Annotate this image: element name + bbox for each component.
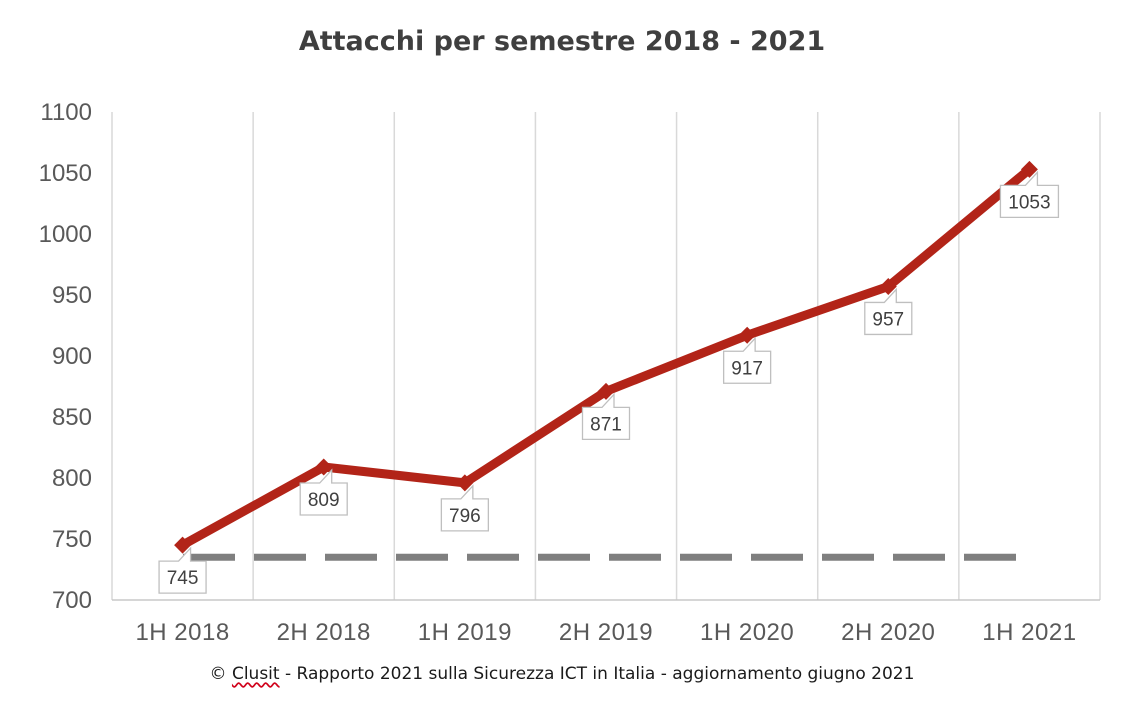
data-label-text: 745 (167, 568, 199, 589)
data-label-text: 917 (731, 358, 763, 379)
data-label-callout (864, 287, 913, 336)
footer-text: - Rapporto 2021 sulla Sicurezza ICT in I… (279, 664, 915, 684)
data-label-text: 871 (590, 414, 622, 435)
data-label-callout (999, 170, 1060, 218)
y-tick-label: 850 (52, 404, 92, 431)
copyright-symbol: © (209, 664, 227, 684)
data-point-marker (174, 536, 192, 554)
data-label-callout (158, 546, 207, 594)
x-tick-label: 2H 2020 (841, 619, 935, 646)
y-tick-label: 700 (52, 587, 92, 614)
chart-title: Attacchi per semestre 2018 - 2021 (298, 26, 826, 57)
y-tick-label: 900 (52, 343, 92, 370)
y-tick-label: 1100 (40, 99, 92, 126)
data-label-callout (440, 484, 490, 532)
y-tick-label: 950 (52, 282, 92, 309)
data-label: 957 (864, 287, 913, 336)
data-label-text: 809 (308, 490, 340, 511)
x-tick-label: 2H 2018 (277, 619, 371, 646)
footer-credit: © Clusit - Rapporto 2021 sulla Sicurezza… (0, 664, 1124, 684)
x-tick-label: 1H 2019 (418, 619, 512, 646)
data-label: 871 (581, 392, 631, 441)
grid-lines (111, 112, 1101, 600)
x-tick-label: 1H 2021 (982, 619, 1076, 646)
data-point-marker (879, 277, 897, 295)
data-point-marker (738, 326, 756, 344)
data-label: 796 (440, 484, 490, 532)
y-tick-label: 750 (52, 526, 92, 553)
data-label: 809 (299, 468, 348, 516)
data-point-marker (456, 474, 474, 492)
y-tick-label: 1000 (39, 221, 92, 248)
data-point-marker (597, 382, 615, 400)
data-label-callout (722, 336, 772, 384)
data-label: 917 (722, 336, 772, 384)
y-tick-label: 1050 (39, 160, 92, 187)
data-label-callout (581, 392, 631, 441)
data-label: 745 (158, 546, 207, 594)
data-label-text: 1053 (1008, 192, 1050, 213)
y-tick-label: 800 (52, 465, 92, 492)
y-tick-labels: 700 750 800 850 900 950 1000 1050 1100 (39, 99, 92, 614)
source-name: Clusit (231, 664, 280, 684)
x-tick-label: 1H 2020 (700, 619, 794, 646)
data-label-text: 796 (449, 506, 481, 527)
data-label-callout (299, 468, 348, 516)
data-label: 1053 (999, 170, 1060, 218)
data-labels: 745 809 796 871 917 957 1053 (158, 170, 1060, 594)
data-points (174, 160, 1038, 554)
data-point-marker (315, 458, 333, 476)
x-tick-labels: 1H 2018 2H 2018 1H 2019 2H 2019 1H 2020 2H 20… (135, 619, 1076, 646)
x-tick-label: 2H 2019 (559, 619, 653, 646)
x-tick-label: 1H 2018 (135, 619, 229, 646)
data-label-text: 957 (872, 309, 904, 330)
